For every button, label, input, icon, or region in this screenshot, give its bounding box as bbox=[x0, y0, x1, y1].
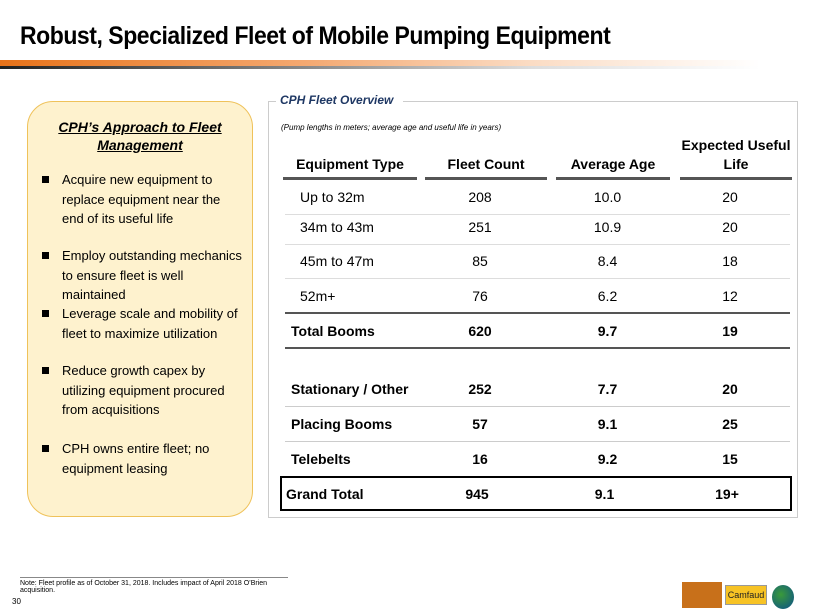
bullet-item: Reduce growth capex by utilizing equipme… bbox=[42, 361, 244, 420]
cell-useful-life: 19 bbox=[722, 322, 738, 339]
bullet-item: Acquire new equipment to replace equipme… bbox=[42, 170, 244, 229]
table-row: 34m to 43m 251 10.9 20 bbox=[285, 210, 790, 245]
cell-average-age: 9.7 bbox=[597, 322, 618, 339]
cell-equipment-type: 52m+ bbox=[300, 287, 336, 304]
cell-fleet-count: 251 bbox=[468, 219, 492, 235]
eco-pan-logo bbox=[772, 585, 794, 609]
fleet-overview-title: CPH Fleet Overview bbox=[276, 93, 404, 107]
cell-average-age: 9.1 bbox=[594, 485, 615, 502]
table-row: Telebelts 16 9.2 15 bbox=[285, 442, 790, 477]
cell-average-age: 10.0 bbox=[593, 189, 622, 205]
header-useful-life: Expected Useful Life bbox=[680, 137, 792, 180]
cell-average-age: 9.2 bbox=[597, 451, 618, 467]
camfaud-logo: Camfaud bbox=[725, 585, 767, 605]
cell-useful-life: 20 bbox=[722, 219, 738, 235]
table-row: 52m+ 76 6.2 12 bbox=[285, 279, 790, 314]
cell-equipment-type: Total Booms bbox=[291, 322, 375, 339]
fleet-overview-frame bbox=[268, 101, 798, 518]
cell-equipment-type: 34m to 43m bbox=[300, 219, 374, 235]
cell-useful-life: 18 bbox=[722, 253, 738, 269]
cell-average-age: 10.9 bbox=[593, 219, 622, 235]
table-row: 45m to 47m 85 8.4 18 bbox=[285, 244, 790, 279]
cell-useful-life: 12 bbox=[722, 287, 738, 304]
cell-fleet-count: 57 bbox=[472, 416, 488, 432]
bullet-item: Employ outstanding mechanics to ensure f… bbox=[42, 246, 244, 305]
bullet-item: Leverage scale and mobility of fleet to … bbox=[42, 304, 244, 343]
cell-useful-life: 19+ bbox=[715, 485, 739, 502]
cell-fleet-count: 945 bbox=[465, 485, 489, 502]
fleet-subtitle: (Pump lengths in meters; average age and… bbox=[281, 123, 502, 132]
bullet-item: CPH owns entire fleet; no equipment leas… bbox=[42, 439, 244, 478]
table-row: Stationary / Other 252 7.7 20 bbox=[285, 372, 790, 407]
header-average-age: Average Age bbox=[556, 140, 670, 180]
cell-average-age: 8.4 bbox=[597, 253, 618, 269]
header-equipment-type: Equipment Type bbox=[283, 140, 417, 180]
cell-fleet-count: 208 bbox=[468, 189, 492, 205]
title-divider bbox=[0, 66, 760, 69]
cell-equipment-type: Grand Total bbox=[286, 485, 364, 502]
page-title: Robust, Specialized Fleet of Mobile Pump… bbox=[20, 22, 611, 50]
cell-fleet-count: 620 bbox=[468, 322, 492, 339]
title-accent-bar bbox=[0, 60, 760, 66]
cell-equipment-type: Up to 32m bbox=[300, 189, 365, 205]
cell-average-age: 6.2 bbox=[597, 287, 618, 304]
cell-equipment-type: Placing Booms bbox=[291, 416, 393, 432]
page-number: 30 bbox=[12, 597, 21, 606]
cell-useful-life: 15 bbox=[722, 451, 738, 467]
footnote: Note: Fleet profile as of October 31, 20… bbox=[20, 577, 288, 594]
cell-fleet-count: 16 bbox=[472, 451, 488, 467]
cell-fleet-count: 252 bbox=[468, 381, 492, 397]
cell-average-age: 9.1 bbox=[597, 416, 618, 432]
panel-heading: CPH’s Approach to Fleet Management bbox=[58, 119, 222, 153]
grand-total-row: Grand Total 945 9.1 19+ bbox=[280, 476, 792, 511]
cell-useful-life: 20 bbox=[722, 189, 738, 205]
cell-fleet-count: 85 bbox=[472, 253, 488, 269]
table-row: Up to 32m 208 10.0 20 bbox=[285, 180, 790, 215]
table-row: Placing Booms 57 9.1 25 bbox=[285, 407, 790, 442]
cell-average-age: 7.7 bbox=[597, 381, 618, 397]
header-fleet-count: Fleet Count bbox=[425, 140, 547, 180]
cell-useful-life: 25 bbox=[722, 416, 738, 432]
cell-equipment-type: 45m to 47m bbox=[300, 253, 374, 269]
cell-fleet-count: 76 bbox=[472, 287, 488, 304]
fleet-approach-panel: CPH’s Approach to Fleet Management Acqui… bbox=[27, 101, 253, 517]
table-row: Total Booms 620 9.7 19 bbox=[285, 314, 790, 349]
cell-equipment-type: Stationary / Other bbox=[291, 381, 409, 397]
brundage-bone-logo bbox=[682, 582, 722, 608]
cell-useful-life: 20 bbox=[722, 381, 738, 397]
cell-equipment-type: Telebelts bbox=[291, 451, 351, 467]
